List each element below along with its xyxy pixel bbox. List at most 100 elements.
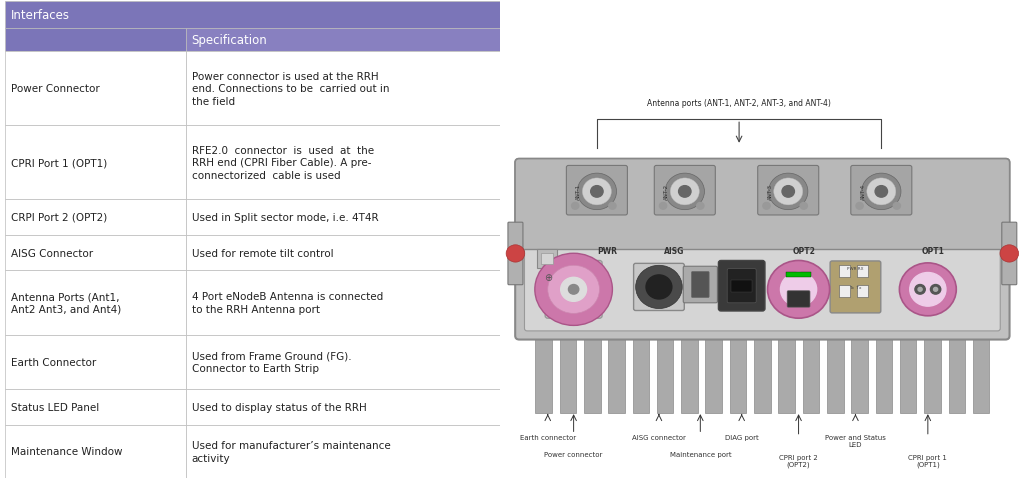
Circle shape <box>931 285 941 295</box>
Bar <box>185 335 500 390</box>
Text: DIAG port: DIAG port <box>725 434 759 440</box>
Bar <box>185 235 500 271</box>
Text: Antenna Ports (Ant1,
Ant2 Ant3, and Ant4): Antenna Ports (Ant1, Ant2 Ant3, and Ant4… <box>11 292 121 314</box>
Circle shape <box>659 203 667 210</box>
Bar <box>851 336 868 413</box>
Text: Antenna ports (ANT-1, ANT-2, ANT-3, and ANT-4): Antenna ports (ANT-1, ANT-2, ANT-3, and … <box>647 99 831 108</box>
Circle shape <box>919 288 923 292</box>
Circle shape <box>548 266 599 314</box>
Bar <box>706 336 722 413</box>
Text: Interfaces: Interfaces <box>11 9 70 22</box>
Bar <box>778 336 795 413</box>
Circle shape <box>782 186 795 198</box>
Bar <box>538 250 557 268</box>
Text: AISG: AISG <box>665 247 685 256</box>
Circle shape <box>909 273 946 307</box>
Text: Specification: Specification <box>191 34 267 47</box>
FancyBboxPatch shape <box>787 291 810 308</box>
Circle shape <box>867 179 896 205</box>
FancyBboxPatch shape <box>508 223 523 285</box>
Text: ANT-4: ANT-4 <box>860 184 865 200</box>
Circle shape <box>591 186 603 198</box>
Bar <box>925 336 941 413</box>
Circle shape <box>646 276 672 300</box>
Bar <box>185 390 500 425</box>
Bar <box>803 336 819 413</box>
Text: ANT-2: ANT-2 <box>665 184 669 200</box>
Circle shape <box>934 288 938 292</box>
Bar <box>185 425 500 478</box>
Bar <box>857 285 868 297</box>
Text: CPRI Port 1 (OPT1): CPRI Port 1 (OPT1) <box>11 158 108 168</box>
Circle shape <box>671 179 699 205</box>
Bar <box>876 336 892 413</box>
FancyBboxPatch shape <box>851 166 911 216</box>
Circle shape <box>578 174 616 210</box>
Bar <box>731 280 752 292</box>
Bar <box>827 336 844 413</box>
Text: Maintenance port: Maintenance port <box>670 451 731 457</box>
Circle shape <box>893 203 900 210</box>
Bar <box>536 336 552 413</box>
Text: Maintenance Window: Maintenance Window <box>11 446 123 456</box>
Text: Earth connector: Earth connector <box>520 434 575 440</box>
Bar <box>5 425 185 478</box>
Circle shape <box>666 174 705 210</box>
Circle shape <box>876 186 888 198</box>
FancyBboxPatch shape <box>515 159 1010 250</box>
Bar <box>900 336 916 413</box>
Text: RFE2.0  connector  is  used  at  the
RRH end (CPRI Fiber Cable). A pre-
connecto: RFE2.0 connector is used at the RRH end … <box>191 145 374 180</box>
FancyBboxPatch shape <box>566 166 628 216</box>
Bar <box>5 52 185 126</box>
Text: Earth Connector: Earth Connector <box>11 358 96 367</box>
Bar <box>5 2 500 28</box>
Text: CPRI port 1
(OPT1): CPRI port 1 (OPT1) <box>908 454 947 467</box>
Text: ANT-3: ANT-3 <box>768 184 772 200</box>
Circle shape <box>583 179 611 205</box>
Text: Power Connector: Power Connector <box>11 84 99 94</box>
FancyBboxPatch shape <box>654 166 716 216</box>
FancyBboxPatch shape <box>830 262 881 313</box>
FancyBboxPatch shape <box>1001 223 1017 285</box>
Text: OPT1: OPT1 <box>922 247 944 256</box>
FancyBboxPatch shape <box>524 237 1000 331</box>
Circle shape <box>506 245 524 263</box>
FancyBboxPatch shape <box>727 269 756 303</box>
Circle shape <box>568 285 579 295</box>
Circle shape <box>571 203 579 210</box>
Text: AISG Connector: AISG Connector <box>11 248 93 258</box>
Bar <box>185 126 500 200</box>
Text: PWR RX: PWR RX <box>847 266 863 270</box>
Text: Tx  Tx: Tx Tx <box>849 285 862 289</box>
Text: 4 Port eNodeB Antenna is connected
to the RRH Antenna port: 4 Port eNodeB Antenna is connected to th… <box>191 292 383 314</box>
Bar <box>656 336 674 413</box>
FancyBboxPatch shape <box>634 264 684 311</box>
Bar <box>839 266 850 278</box>
Circle shape <box>763 203 770 210</box>
Circle shape <box>769 174 808 210</box>
Bar <box>633 336 649 413</box>
Bar <box>5 390 185 425</box>
Text: Power connector: Power connector <box>545 451 603 457</box>
Bar <box>754 336 771 413</box>
Text: Used in Split sector mode, i.e. 4T4R: Used in Split sector mode, i.e. 4T4R <box>191 213 378 222</box>
Bar <box>185 52 500 126</box>
Circle shape <box>774 179 803 205</box>
Circle shape <box>800 203 807 210</box>
FancyBboxPatch shape <box>683 267 718 303</box>
Circle shape <box>679 186 691 198</box>
Bar <box>5 28 185 52</box>
Text: AISG connector: AISG connector <box>632 434 686 440</box>
Text: Power and Status
LED: Power and Status LED <box>825 434 886 447</box>
Text: Used for remote tilt control: Used for remote tilt control <box>191 248 333 258</box>
Text: CRPI Port 2 (OPT2): CRPI Port 2 (OPT2) <box>11 213 108 222</box>
Text: OPT2: OPT2 <box>793 247 815 256</box>
Bar <box>541 253 553 265</box>
Text: Used for manufacturer’s maintenance
activity: Used for manufacturer’s maintenance acti… <box>191 440 390 463</box>
Circle shape <box>636 266 682 309</box>
Circle shape <box>561 278 587 302</box>
Bar <box>857 266 868 278</box>
Bar <box>608 336 625 413</box>
Text: ANT-1: ANT-1 <box>577 184 582 200</box>
Bar <box>185 271 500 335</box>
